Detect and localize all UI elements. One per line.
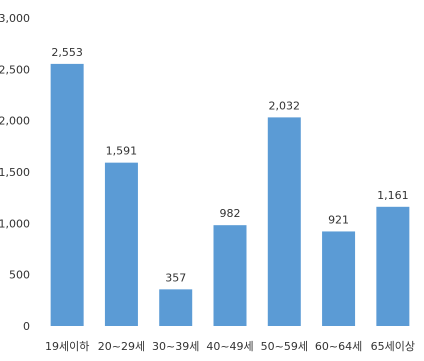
y-tick-label: 0	[23, 320, 30, 333]
y-tick-label: 1,000	[0, 217, 30, 230]
data-label: 982	[220, 207, 241, 220]
bar	[50, 63, 84, 326]
x-tick-label: 40~49세	[206, 340, 253, 353]
data-label: 921	[328, 213, 349, 226]
bar	[159, 289, 193, 326]
y-tick-label: 2,500	[0, 63, 30, 76]
y-tick-label: 2,000	[0, 115, 30, 128]
bar	[267, 117, 301, 326]
bar	[104, 162, 138, 326]
data-label: 2,032	[269, 99, 301, 112]
y-tick-label: 3,000	[0, 12, 30, 25]
data-label: 1,161	[377, 189, 409, 202]
bars	[50, 63, 410, 326]
x-tick-label: 30~39세	[152, 340, 199, 353]
x-tick-label: 50~59세	[261, 340, 308, 353]
y-axis: 0 500 1,000 1,500 2,000 2,500 3,000	[0, 12, 30, 333]
x-axis: 19세이하 20~29세 30~39세 40~49세 50~59세 60~64세 65세이상	[45, 339, 415, 353]
y-tick-label: 500	[9, 269, 30, 282]
bar	[213, 225, 247, 326]
data-label: 357	[165, 271, 186, 284]
x-tick-label: 19세이하	[45, 339, 89, 353]
bar	[376, 206, 410, 326]
data-label: 1,591	[106, 145, 138, 158]
x-tick-label: 60~64세	[315, 340, 362, 353]
value-labels: 2,553 1,591 357 982 2,032 921 1,161	[51, 46, 408, 284]
x-tick-label: 65세이상	[371, 340, 415, 353]
bar	[322, 231, 356, 326]
data-label: 2,553	[51, 46, 83, 59]
y-tick-label: 1,500	[0, 166, 30, 179]
x-tick-label: 20~29세	[98, 340, 145, 353]
